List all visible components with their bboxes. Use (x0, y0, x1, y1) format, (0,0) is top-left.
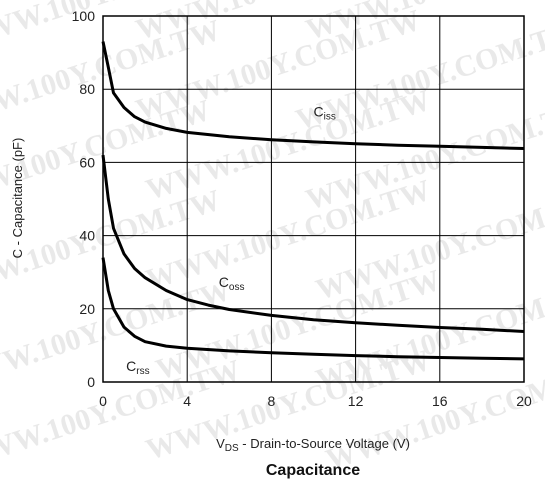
y-axis-title: C - Capacitance (pF) (10, 138, 25, 259)
y-tick-label: 0 (87, 374, 95, 390)
x-axis-ticks: 0 4 8 12 16 20 (99, 393, 532, 409)
series-layer (101, 41, 525, 361)
y-axis-ticks: 0 20 40 60 80 100 (72, 8, 96, 390)
series-label-ciss: Ciss (314, 104, 336, 123)
series-label-crss: Crss (126, 358, 149, 377)
x-tick-label: 16 (432, 393, 448, 409)
x-axis-title: VDS - Drain-to-Source Voltage (V) (216, 436, 410, 454)
x-tick-label: 12 (348, 393, 364, 409)
plot-frame (102, 15, 525, 383)
x-axis-title-sub: DS (225, 443, 239, 454)
series-line-crss (101, 257, 525, 361)
y-tick-label: 100 (72, 8, 96, 24)
chart-caption: Capacitance (266, 462, 360, 479)
series-line-ciss (101, 41, 525, 150)
y-tick-label: 60 (79, 154, 95, 170)
y-tick-label: 80 (79, 81, 95, 97)
x-tick-label: 20 (516, 393, 532, 409)
x-tick-label: 4 (183, 393, 191, 409)
series-label-coss: Coss (219, 274, 245, 293)
x-tick-label: 8 (268, 393, 276, 409)
series-line-coss (101, 154, 525, 333)
x-tick-label: 0 (99, 393, 107, 409)
y-tick-label: 20 (79, 301, 95, 317)
x-axis-title-rest: - Drain-to-Source Voltage (V) (239, 436, 410, 451)
series-labels: Ciss Coss Crss (126, 104, 336, 377)
x-axis-title-main: V (216, 436, 225, 451)
y-tick-label: 40 (79, 228, 95, 244)
